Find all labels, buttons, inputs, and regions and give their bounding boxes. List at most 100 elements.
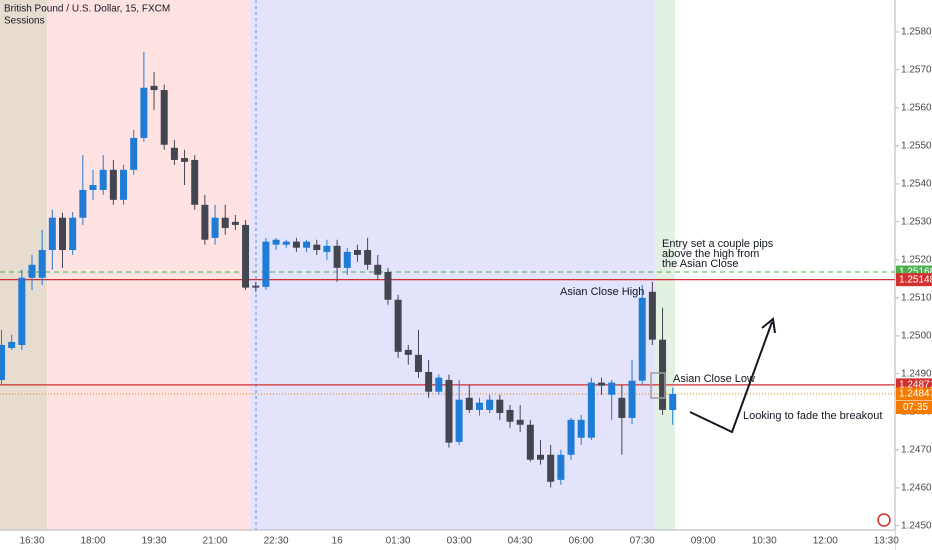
y-tick-label: 1.25500 — [901, 141, 932, 152]
candle-body — [364, 249, 372, 265]
candle-body — [242, 224, 250, 288]
candle-body — [435, 377, 443, 392]
candle-body — [150, 85, 158, 91]
candle-body — [191, 159, 199, 205]
candle-body — [486, 399, 494, 410]
chart-subtitle: Sessions — [4, 16, 45, 27]
chart-title: British Pound / U.S. Dollar, 15, FXCM — [4, 4, 170, 15]
countdown-bg — [896, 400, 932, 414]
price-label: 1.24847 — [899, 389, 932, 400]
x-tick-label: 03:00 — [447, 536, 472, 547]
y-tick-label: 1.25400 — [901, 179, 932, 190]
candle-body — [79, 189, 87, 218]
candle-body — [252, 285, 260, 288]
candle-body — [374, 264, 382, 275]
candle-body — [18, 277, 26, 345]
x-tick-label: 22:30 — [264, 536, 289, 547]
candle-body — [109, 169, 117, 200]
candle-body — [425, 371, 433, 392]
y-tick-label: 1.24900 — [901, 368, 932, 379]
candle-body — [130, 137, 138, 170]
candle-body — [618, 397, 626, 418]
candle-body — [201, 204, 209, 240]
candle-body — [404, 349, 412, 355]
candle-body — [28, 264, 36, 278]
candle-body — [547, 454, 555, 482]
candle-body — [343, 251, 351, 268]
x-tick-label: 18:00 — [81, 536, 106, 547]
candle-body — [455, 399, 463, 442]
y-tick-label: 1.24500 — [901, 520, 932, 531]
price-label-bg — [896, 273, 932, 287]
price-label: 1.24871 — [899, 380, 932, 391]
candle-body — [384, 272, 392, 300]
candle-body — [516, 419, 524, 425]
x-tick-label: 06:00 — [569, 536, 594, 547]
candle-body — [140, 87, 148, 138]
candle-body — [59, 217, 67, 250]
annotation: Asian Close High — [560, 286, 644, 298]
x-tick-label: 13:30 — [874, 536, 899, 547]
x-tick-label: 16 — [332, 536, 344, 547]
candle-body — [69, 217, 77, 250]
candle-body — [8, 341, 16, 349]
candle-body — [567, 419, 575, 455]
candle-body — [231, 221, 239, 225]
candle-body — [211, 217, 219, 238]
annotation: above the high from — [662, 248, 759, 260]
candle-body — [557, 454, 565, 480]
price-label: 1.25148 — [899, 274, 932, 285]
candle-body — [353, 249, 361, 255]
annotation: Asian Close Low — [673, 373, 755, 385]
x-tick-label: 07:30 — [630, 536, 655, 547]
x-tick-label: 04:30 — [508, 536, 533, 547]
price-label: 1.25168 — [899, 267, 932, 278]
candle-body — [577, 419, 585, 438]
candle-body — [598, 382, 606, 386]
candle-body — [414, 354, 422, 372]
candle-body — [181, 158, 189, 162]
candle-body — [506, 409, 514, 422]
arrow-head — [761, 317, 776, 334]
candle-body — [496, 399, 504, 413]
y-tick-label: 1.25800 — [901, 27, 932, 38]
x-tick-label: 01:30 — [386, 536, 411, 547]
y-tick-label: 1.25300 — [901, 217, 932, 228]
price-label-bg — [896, 387, 932, 401]
session-bg — [250, 0, 655, 530]
y-tick-label: 1.25000 — [901, 330, 932, 341]
candle-body — [292, 241, 300, 248]
candle-body — [170, 147, 178, 160]
annotation: the Asian Close — [662, 258, 738, 270]
candle-body — [160, 90, 168, 145]
candle-body — [659, 339, 667, 410]
candle-body — [262, 241, 270, 287]
candle-body — [0, 344, 5, 380]
candle-body — [587, 382, 595, 438]
y-tick-label: 1.25100 — [901, 293, 932, 304]
asian-low-box — [650, 372, 666, 399]
logo — [877, 513, 891, 527]
candle-body — [323, 245, 331, 252]
candle-body — [221, 217, 229, 228]
candle-body — [272, 239, 280, 245]
y-tick-label: 1.24700 — [901, 444, 932, 455]
x-tick-label: 21:00 — [203, 536, 228, 547]
candle-body — [394, 299, 402, 352]
candle-body — [445, 379, 453, 443]
candle-body — [99, 169, 107, 190]
y-tick-label: 1.25600 — [901, 103, 932, 114]
candle-body — [669, 393, 677, 410]
session-bg — [47, 0, 250, 530]
candle-body — [537, 454, 544, 460]
y-tick-label: 1.24600 — [901, 482, 932, 493]
annotation: Looking to fade the breakout — [743, 410, 882, 422]
candle-body — [89, 185, 97, 190]
x-tick-label: 09:00 — [691, 536, 716, 547]
x-tick-label: 10:30 — [752, 536, 777, 547]
y-tick-label: 1.25200 — [901, 255, 932, 266]
candle-body — [48, 217, 56, 250]
x-tick-label: 19:30 — [142, 536, 167, 547]
x-tick-label: 12:00 — [813, 536, 838, 547]
